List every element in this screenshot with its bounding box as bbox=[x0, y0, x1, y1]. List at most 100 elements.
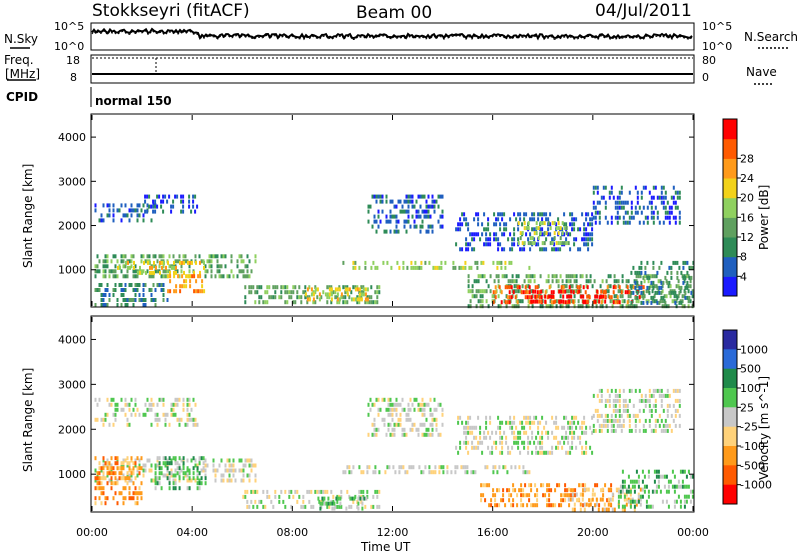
power-cell bbox=[506, 300, 509, 305]
vel-cell bbox=[479, 435, 482, 440]
power-cell bbox=[468, 265, 471, 270]
power-cell bbox=[499, 227, 502, 232]
power-cell bbox=[194, 209, 197, 214]
power-cell bbox=[405, 209, 408, 214]
power-cell bbox=[356, 285, 359, 290]
vel-cell bbox=[582, 488, 585, 493]
vel-cell bbox=[174, 456, 177, 461]
power-cell bbox=[485, 237, 488, 242]
power-cell bbox=[596, 190, 599, 195]
vel-cell bbox=[621, 479, 624, 484]
vel-cell bbox=[583, 487, 586, 492]
power-cell bbox=[438, 265, 441, 270]
power-cell bbox=[638, 270, 641, 275]
power-cell bbox=[366, 300, 369, 305]
vel-cell bbox=[118, 491, 121, 496]
power-cell bbox=[132, 298, 135, 302]
power-cell bbox=[630, 205, 633, 210]
power-cell bbox=[171, 265, 173, 270]
power-cell bbox=[198, 254, 201, 259]
power-cell bbox=[536, 299, 539, 304]
power-cell bbox=[147, 260, 149, 265]
power-cell bbox=[569, 232, 572, 237]
vel-cell bbox=[162, 456, 165, 461]
vel-cell bbox=[391, 407, 394, 412]
vel-cell bbox=[234, 478, 237, 483]
vel-cell bbox=[168, 486, 171, 491]
power-cell bbox=[377, 224, 380, 229]
vel-cell bbox=[348, 504, 351, 509]
power-cell bbox=[504, 285, 507, 290]
vel-cell bbox=[417, 432, 420, 437]
power-cell bbox=[428, 260, 431, 265]
vel-cell bbox=[618, 388, 621, 393]
power-cell bbox=[128, 298, 131, 302]
power-cell bbox=[389, 199, 392, 204]
vel-cell bbox=[254, 499, 257, 504]
vel-cell bbox=[480, 493, 483, 498]
vel-cell bbox=[627, 474, 630, 479]
vel-cell bbox=[585, 445, 588, 450]
vel-cell bbox=[624, 408, 627, 413]
vel-cell bbox=[482, 483, 485, 488]
vel-cell bbox=[600, 393, 603, 398]
vel-cell bbox=[629, 499, 632, 504]
vel-cell bbox=[321, 501, 324, 506]
velocity-panel-frame bbox=[90, 315, 695, 513]
power-cell bbox=[469, 299, 472, 304]
power-cell bbox=[571, 222, 574, 227]
power-cell bbox=[621, 274, 624, 279]
vel-cbar-swatch bbox=[723, 465, 737, 486]
vel-cell bbox=[274, 494, 277, 499]
vel-cell bbox=[202, 461, 205, 466]
vel-cell bbox=[182, 402, 185, 407]
vel-cell bbox=[387, 427, 390, 432]
vel-cell bbox=[607, 502, 610, 507]
vel-cell bbox=[144, 463, 147, 468]
power-cell bbox=[128, 208, 131, 213]
vel-cell bbox=[604, 403, 607, 408]
vel-cell bbox=[188, 478, 191, 483]
vel-cell bbox=[564, 483, 567, 488]
vel-cell bbox=[441, 407, 444, 412]
power-cell bbox=[587, 212, 590, 217]
vel-cell bbox=[551, 445, 554, 450]
power-cell bbox=[521, 247, 524, 252]
power-cell bbox=[148, 274, 151, 279]
power-cell bbox=[189, 279, 192, 284]
vel-cell bbox=[616, 418, 619, 423]
power-cell bbox=[96, 269, 99, 274]
vel-cell bbox=[144, 412, 147, 417]
vel-cell bbox=[395, 407, 398, 412]
vel-cell bbox=[100, 468, 103, 473]
power-cell bbox=[561, 221, 564, 226]
vel-cell bbox=[494, 498, 497, 503]
vel-cell bbox=[557, 445, 560, 450]
power-cell bbox=[594, 205, 597, 210]
power-cell bbox=[124, 274, 127, 279]
power-cell bbox=[425, 199, 428, 204]
power-cell bbox=[505, 294, 508, 299]
vel-cell bbox=[556, 483, 559, 488]
power-cell bbox=[344, 295, 347, 300]
vel-cell bbox=[120, 463, 123, 468]
power-cell bbox=[254, 259, 257, 264]
power-cell bbox=[598, 299, 601, 304]
vel-cell bbox=[226, 468, 229, 473]
vel-cell bbox=[558, 503, 561, 508]
power-cell bbox=[266, 290, 269, 295]
vel-cell bbox=[337, 496, 340, 501]
vel-cell bbox=[539, 445, 542, 450]
power-cell bbox=[495, 274, 498, 279]
power-cell bbox=[395, 224, 398, 229]
power-cell bbox=[544, 294, 547, 299]
power-cell bbox=[161, 260, 163, 265]
power-cell bbox=[326, 300, 329, 305]
power-cell bbox=[663, 304, 666, 309]
power-cell bbox=[661, 284, 664, 289]
power-cell bbox=[240, 254, 243, 259]
vel-cell bbox=[220, 478, 223, 483]
vel-cell bbox=[660, 398, 663, 403]
vel-cell bbox=[124, 496, 127, 501]
power-cell bbox=[142, 288, 145, 292]
